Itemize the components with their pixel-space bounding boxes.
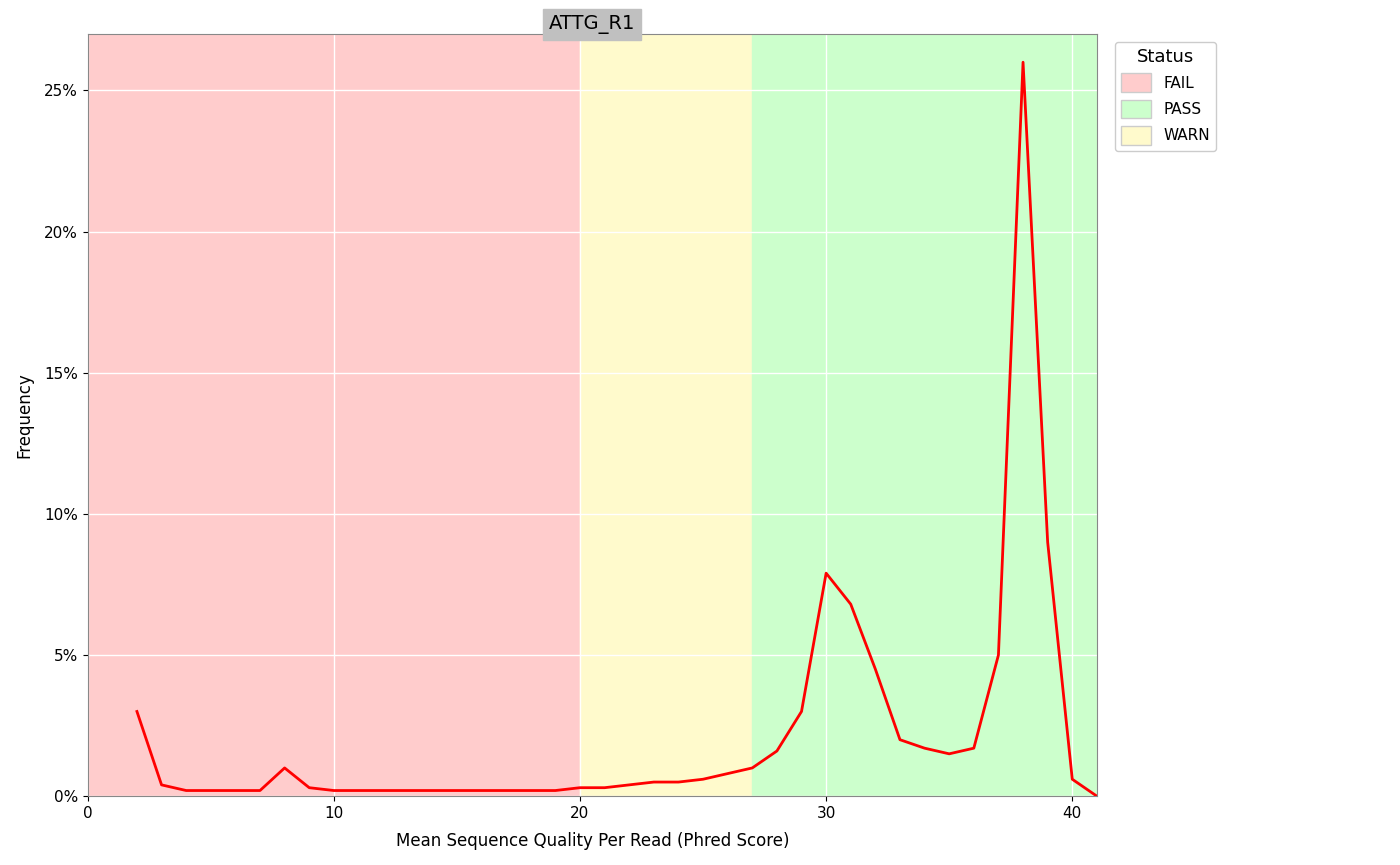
Title: ATTG_R1: ATTG_R1 xyxy=(549,15,636,34)
Legend: FAIL, PASS, WARN: FAIL, PASS, WARN xyxy=(1114,42,1217,151)
X-axis label: Mean Sequence Quality Per Read (Phred Score): Mean Sequence Quality Per Read (Phred Sc… xyxy=(396,832,790,850)
Y-axis label: Frequency: Frequency xyxy=(15,372,34,458)
Bar xyxy=(88,34,580,796)
Bar xyxy=(580,34,752,796)
Bar xyxy=(752,34,1096,796)
